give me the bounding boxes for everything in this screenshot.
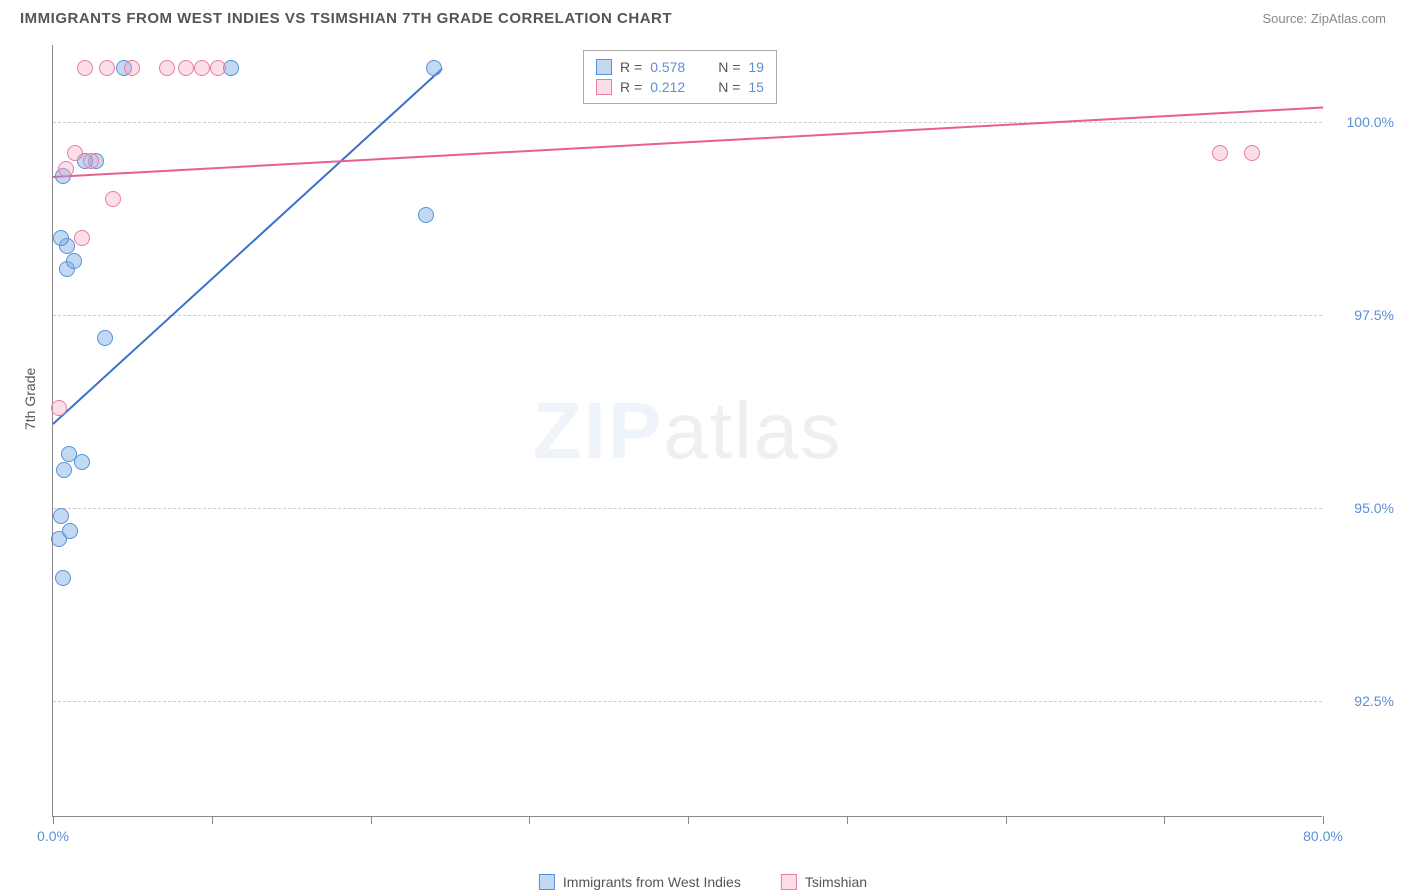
swatch-icon (781, 874, 797, 890)
gridline (53, 122, 1322, 123)
gridline (53, 701, 1322, 702)
data-point (178, 60, 194, 76)
x-tick-label: 80.0% (1303, 828, 1343, 844)
legend-label: Immigrants from West Indies (563, 874, 741, 890)
swatch-icon (596, 59, 612, 75)
data-point (1244, 145, 1260, 161)
data-point (426, 60, 442, 76)
r-value: 0.212 (650, 79, 700, 95)
y-axis-title: 7th Grade (22, 368, 38, 430)
r-value: 0.578 (650, 59, 700, 75)
x-tick (212, 816, 213, 824)
watermark-bold: ZIP (533, 386, 663, 475)
x-tick (1006, 816, 1007, 824)
n-label: N = (718, 59, 740, 75)
legend-row: R = 0.212 N = 15 (596, 77, 764, 97)
data-point (210, 60, 226, 76)
data-point (97, 330, 113, 346)
swatch-icon (539, 874, 555, 890)
correlation-legend: R = 0.578 N = 19 R = 0.212 N = 15 (583, 50, 777, 104)
x-tick (371, 816, 372, 824)
y-tick-label: 92.5% (1354, 693, 1394, 709)
data-point (159, 60, 175, 76)
data-point (418, 207, 434, 223)
x-tick (529, 816, 530, 824)
legend-label: Tsimshian (805, 874, 867, 890)
data-point (56, 462, 72, 478)
source-label: Source: ZipAtlas.com (1262, 11, 1386, 26)
y-tick-label: 95.0% (1354, 500, 1394, 516)
gridline (53, 315, 1322, 316)
swatch-icon (596, 79, 612, 95)
legend-item-blue: Immigrants from West Indies (539, 874, 741, 890)
data-point (194, 60, 210, 76)
data-point (105, 191, 121, 207)
data-point (53, 230, 69, 246)
chart-title: IMMIGRANTS FROM WEST INDIES VS TSIMSHIAN… (20, 10, 672, 27)
data-point (67, 145, 83, 161)
trend-line (53, 107, 1323, 178)
data-point (77, 60, 93, 76)
data-point (61, 446, 77, 462)
data-point (58, 161, 74, 177)
data-point (66, 253, 82, 269)
n-value: 19 (748, 59, 764, 75)
data-point (62, 523, 78, 539)
data-point (1212, 145, 1228, 161)
n-label: N = (718, 79, 740, 95)
scatter-chart: ZIPatlas 100.0%97.5%95.0%92.5%0.0%80.0%R… (52, 45, 1322, 817)
bottom-legend: Immigrants from West Indies Tsimshian (539, 874, 867, 890)
data-point (51, 400, 67, 416)
x-tick-label: 0.0% (37, 828, 69, 844)
data-point (55, 570, 71, 586)
data-point (74, 230, 90, 246)
y-tick-label: 97.5% (1354, 307, 1394, 323)
y-tick-label: 100.0% (1347, 114, 1394, 130)
data-point (99, 60, 115, 76)
x-tick (53, 816, 54, 824)
x-tick (847, 816, 848, 824)
x-tick (1323, 816, 1324, 824)
data-point (124, 60, 140, 76)
r-label: R = (620, 59, 642, 75)
n-value: 15 (748, 79, 764, 95)
chart-header: IMMIGRANTS FROM WEST INDIES VS TSIMSHIAN… (0, 0, 1406, 37)
x-tick (1164, 816, 1165, 824)
watermark: ZIPatlas (533, 385, 842, 477)
x-tick (688, 816, 689, 824)
data-point (53, 508, 69, 524)
watermark-thin: atlas (663, 386, 842, 475)
r-label: R = (620, 79, 642, 95)
data-point (83, 153, 99, 169)
gridline (53, 508, 1322, 509)
legend-item-pink: Tsimshian (781, 874, 867, 890)
legend-row: R = 0.578 N = 19 (596, 57, 764, 77)
